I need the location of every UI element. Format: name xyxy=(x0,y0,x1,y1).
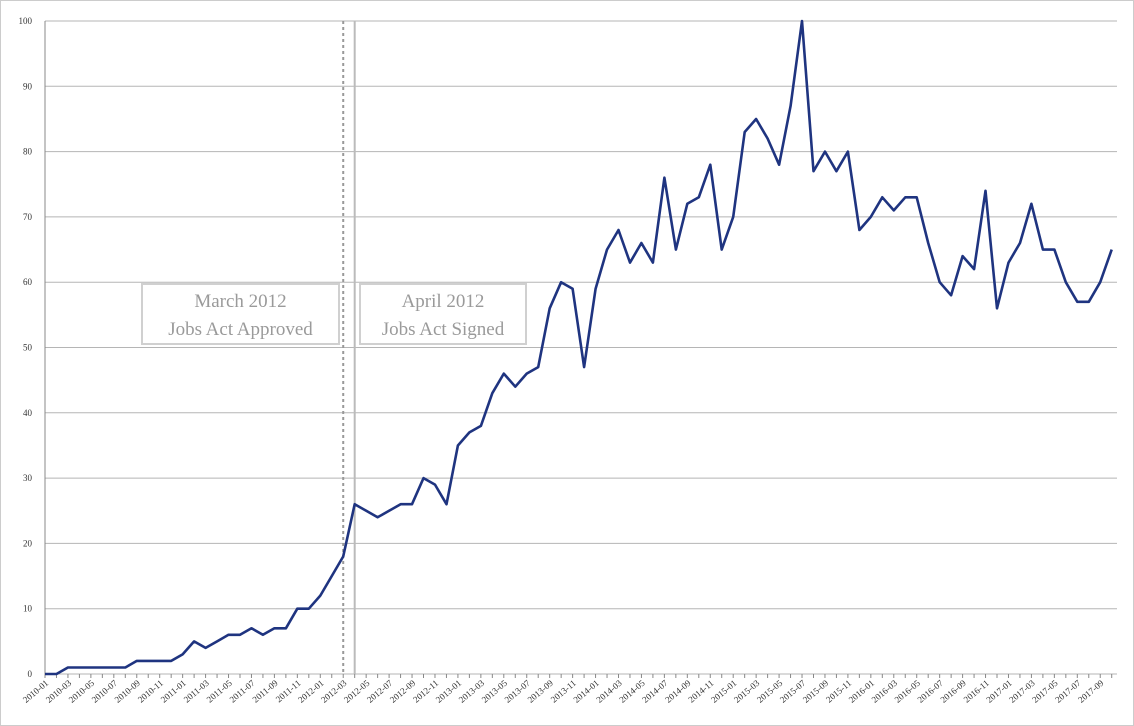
y-tick-label: 40 xyxy=(23,408,33,418)
y-tick-label: 30 xyxy=(23,473,33,483)
data-line xyxy=(45,19,1113,676)
y-tick-label: 70 xyxy=(23,212,33,222)
annotation-box xyxy=(359,283,527,345)
y-tick-label: 10 xyxy=(23,604,33,614)
annotation-text: March 2012 xyxy=(194,291,286,312)
annotation-text: Jobs Act Approved xyxy=(168,319,313,340)
y-tick-label: 20 xyxy=(23,538,33,548)
y-tick-label: 80 xyxy=(23,147,33,157)
annotation-text: Jobs Act Signed xyxy=(382,319,505,340)
y-tick-label: 60 xyxy=(23,277,33,287)
annotation-text: April 2012 xyxy=(402,291,485,312)
y-tick-label: 100 xyxy=(19,16,33,26)
y-tick-label: 90 xyxy=(23,81,33,91)
y-tick-label: 0 xyxy=(28,669,33,679)
y-tick-label: 50 xyxy=(23,343,33,353)
annotation-box xyxy=(141,283,340,345)
